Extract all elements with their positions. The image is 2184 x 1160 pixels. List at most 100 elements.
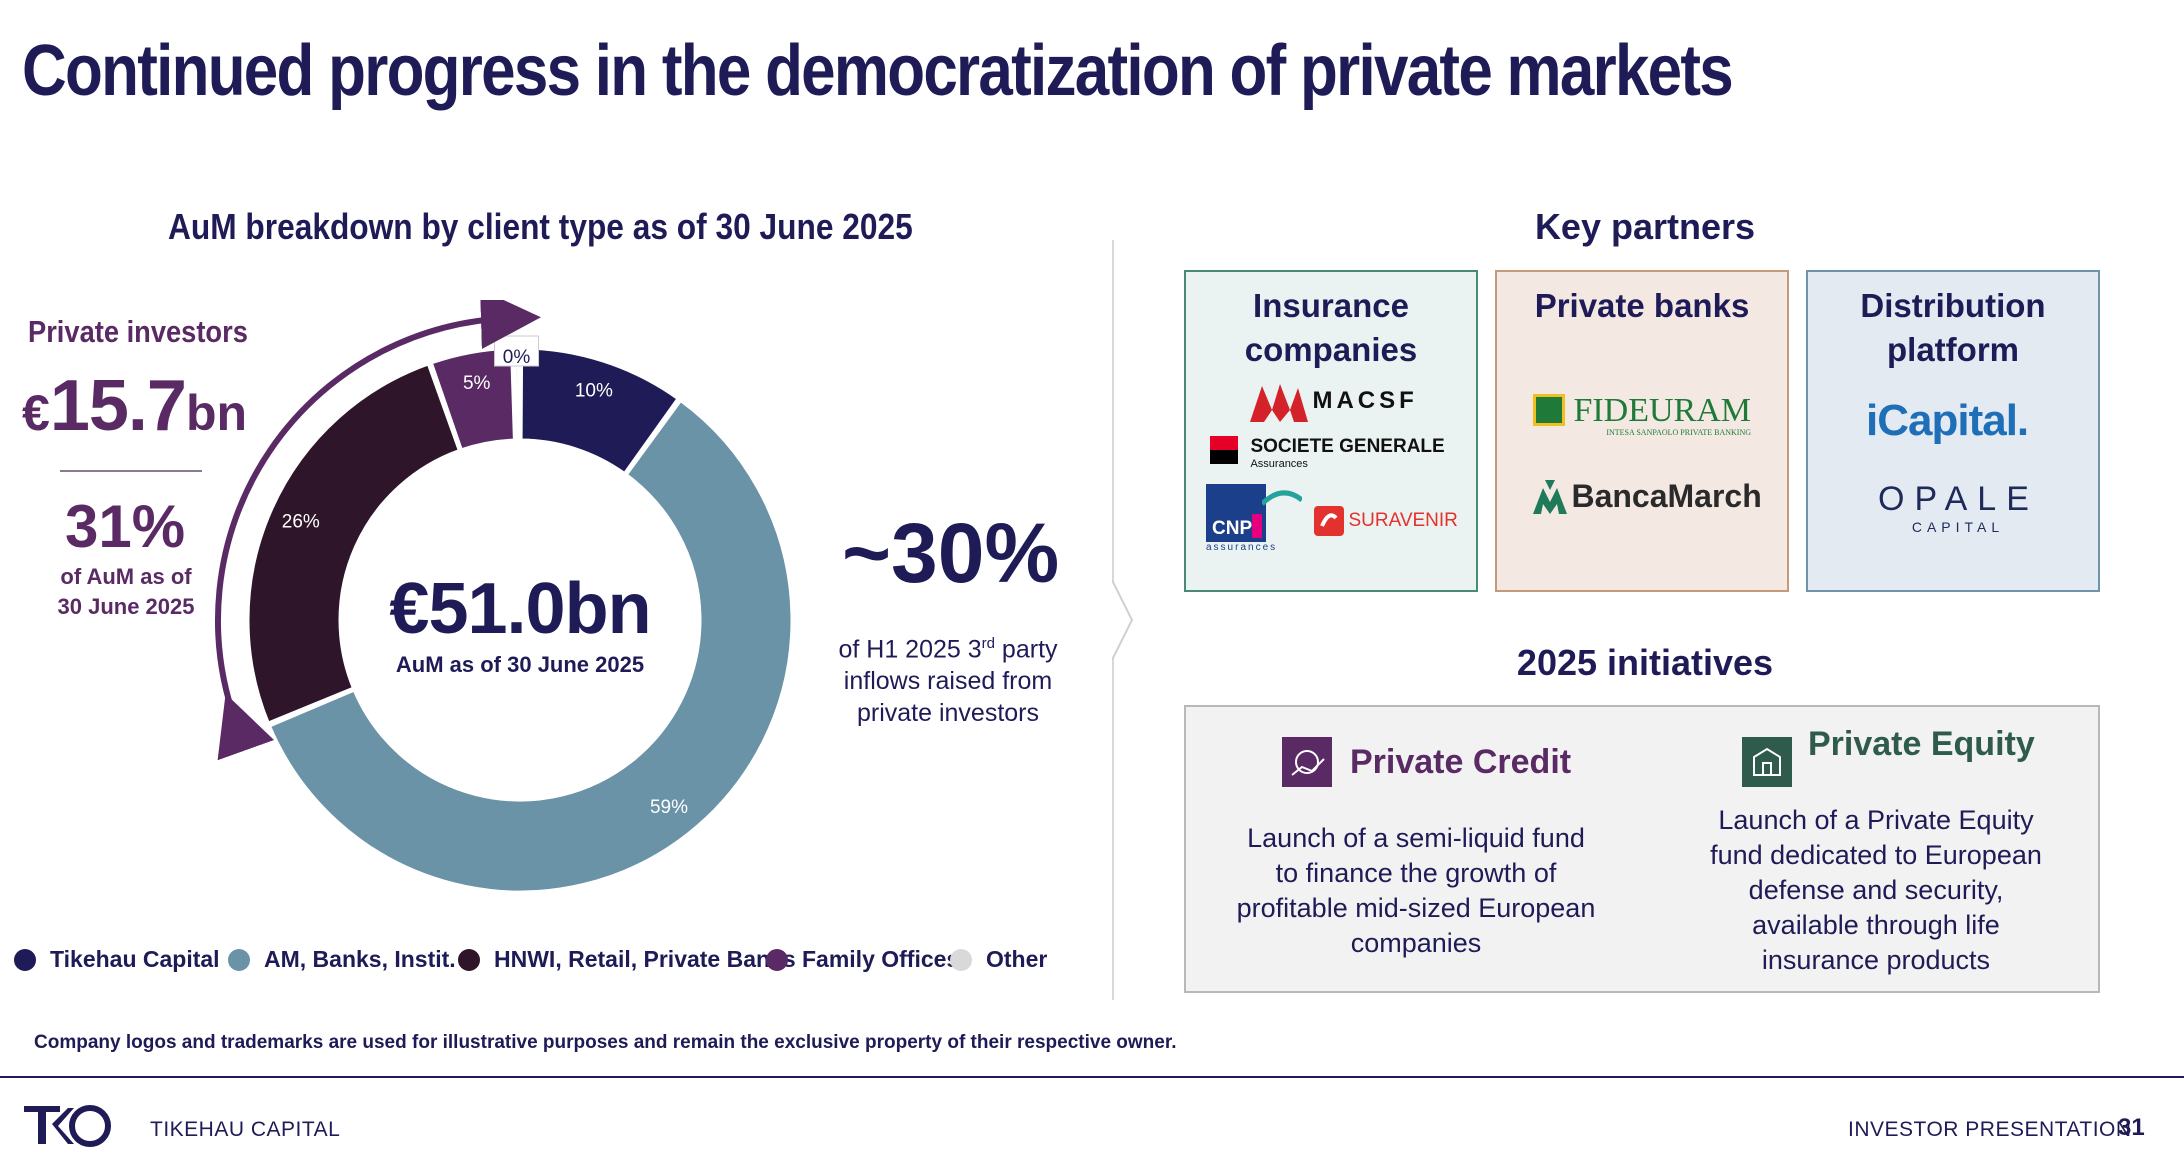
cnp-accent — [1252, 514, 1262, 538]
sg-square-icon — [1210, 436, 1238, 464]
sg-text: SOCIETE GENERALE — [1250, 436, 1445, 457]
fideuram-subtext: INTESA SANPAOLO PRIVATE BANKING — [1606, 428, 1752, 437]
suravenir-mark-icon — [1314, 506, 1344, 536]
bancamarch-mark-icon — [1533, 479, 1567, 514]
sg-subtext: Assurances — [1250, 458, 1308, 470]
disclaimer: Company logos and trademarks are used fo… — [34, 1032, 1177, 1053]
init-text-line: companies — [1350, 928, 1482, 958]
tikehau-logo-icon — [24, 1105, 111, 1147]
legend-item: AM, Banks, Instit. — [228, 946, 456, 973]
fideuram-text: FIDEURAM — [1573, 392, 1752, 429]
bancamarch-logo: BancaMarch — [1533, 478, 1762, 515]
legend-label: AM, Banks, Instit. — [264, 946, 456, 972]
cnp-text: CNP — [1212, 518, 1253, 539]
init-text-line: insurance products — [1761, 945, 1991, 975]
opale-text: OPALE — [1878, 480, 2039, 518]
init-text-line: to finance the growth of — [1275, 858, 1557, 888]
inflows-desc: of H1 2025 3rd party inflows raised from… — [808, 628, 1088, 729]
init-text-line: profitable mid-sized European — [1236, 893, 1596, 923]
donut-slice — [267, 398, 794, 894]
private-investors-share: 31% — [64, 493, 186, 560]
partner-box-title-line: Insurance — [1253, 287, 1409, 324]
footer-company: TIKEHAU CAPITAL — [150, 1118, 341, 1141]
legend-label: Family Offices — [802, 946, 960, 972]
legend-item: Other — [950, 946, 1047, 973]
donut-chart: 10% 59% 26% 5% 0% — [215, 300, 794, 894]
partner-box-title-line: platform — [1887, 331, 2019, 368]
donut-center-value: €51.0bn — [389, 569, 651, 649]
inflows-desc-line: inflows raised from — [843, 667, 1053, 696]
init-text-line: Launch of a semi-liquid fund — [1247, 823, 1585, 853]
inflows-desc-line: private investors — [856, 699, 1040, 728]
amount-number: 15.7 — [49, 366, 187, 446]
legend-item: Tikehau Capital — [14, 946, 220, 973]
societe-generale-logo: SOCIETE GENERALE Assurances — [1210, 436, 1445, 470]
partner-box-title: Insurance companies — [1186, 284, 1476, 372]
macsf-mark-icon — [1250, 384, 1308, 422]
bancamarch-text: BancaMarch — [1571, 478, 1762, 514]
suravenir-logo: SURAVENIR — [1314, 506, 1458, 536]
private-equity-heading: Private Equity — [1808, 725, 2035, 763]
footer-rule — [0, 1076, 2184, 1078]
partner-box-title-line: Private banks — [1534, 287, 1750, 324]
legend-item: HNWI, Retail, Private Banks — [458, 946, 796, 973]
chevron-right-icon — [1112, 580, 1134, 660]
private-investors-share-desc: of AuM as of 30 June 2025 — [46, 562, 206, 622]
legend-dot-icon — [458, 948, 480, 971]
donut-data-label: 10% — [575, 381, 613, 402]
init-text-line: Launch of a Private Equity — [1718, 805, 2034, 835]
inflows-value: ~30% — [842, 506, 1060, 600]
initiatives-title: 2025 initiatives — [1516, 642, 1774, 683]
legend-label: Tikehau Capital — [50, 946, 220, 972]
opale-logo: OPALE CAPITAL — [1878, 480, 2038, 535]
icapital-logo: iCapital. — [1866, 396, 2029, 445]
donut-center-label: AuM as of 30 June 2025 — [395, 652, 645, 677]
cnp-block: CNP — [1206, 484, 1266, 542]
share-desc-line: of AuM as of — [60, 564, 192, 589]
legend-dot-icon — [14, 948, 36, 971]
private-credit-text: Launch of a semi-liquid fund to finance … — [1226, 821, 1606, 961]
partner-box-insurance: Insurance companies MACSF SOCIETE GENERA… — [1184, 270, 1478, 592]
legend-label: Other — [986, 946, 1048, 972]
private-credit-heading: Private Credit — [1350, 743, 1572, 781]
legend-dot-icon — [228, 948, 250, 971]
slide-title: Continued progress in the democratizatio… — [22, 31, 1734, 111]
donut-slice — [519, 346, 681, 476]
inflows-desc-post: party — [994, 635, 1058, 664]
key-partners-title: Key partners — [1534, 206, 1756, 247]
legend-dot-icon — [950, 948, 972, 971]
cnp-swoosh-icon — [1262, 490, 1302, 506]
private-equity-icon — [1742, 737, 1792, 787]
opale-subtext: CAPITAL — [1911, 519, 2005, 535]
inflows-desc-line: of H1 2025 3rd party — [808, 628, 1088, 665]
fideuram-logo: FIDEURAM INTESA SANPAOLO PRIVATE BANKING — [1533, 394, 1751, 437]
cnp-logo: CNP assurances — [1206, 484, 1302, 553]
fideuram-mark-icon — [1533, 394, 1565, 426]
legend-label: HNWI, Retail, Private Banks — [494, 946, 796, 972]
partner-box-title-line: companies — [1244, 331, 1418, 368]
private-equity-text: Launch of a Private Equity fund dedicate… — [1686, 803, 2066, 978]
donut-data-label: 59% — [650, 797, 688, 818]
page-number: 31 — [2118, 1114, 2145, 1141]
private-investors-arrow-icon — [215, 300, 541, 761]
partner-box-distribution: Distribution platform iCapital. OPALE CA… — [1806, 270, 2100, 592]
macsf-text: MACSF — [1312, 387, 1418, 414]
divider-rule — [60, 470, 202, 472]
share-desc-line: 30 June 2025 — [57, 594, 195, 619]
partner-box-title-line: Distribution — [1860, 287, 2046, 324]
donut-data-label: 5% — [463, 373, 491, 394]
donut-data-label: 26% — [282, 511, 320, 532]
partner-box-title: Private banks — [1497, 284, 1787, 328]
footer-doc-title: INVESTOR PRESENTATION — [1848, 1118, 2132, 1141]
chart-title: AuM breakdown by client type as of 30 Ju… — [168, 206, 913, 247]
cnp-subtext: assurances — [1206, 542, 1278, 553]
legend-item: Family Offices — [766, 946, 959, 973]
initiatives-box: Private Credit Launch of a semi-liquid f… — [1184, 705, 2100, 993]
init-text-line: available through life — [1752, 910, 2000, 940]
donut-data-label: 0% — [503, 347, 531, 368]
macsf-logo: MACSF — [1250, 380, 1418, 422]
init-text-line: defense and security, — [1748, 875, 2004, 905]
private-credit-icon — [1282, 737, 1332, 787]
partner-box-title: Distribution platform — [1808, 284, 2098, 372]
currency-symbol: € — [22, 385, 50, 441]
